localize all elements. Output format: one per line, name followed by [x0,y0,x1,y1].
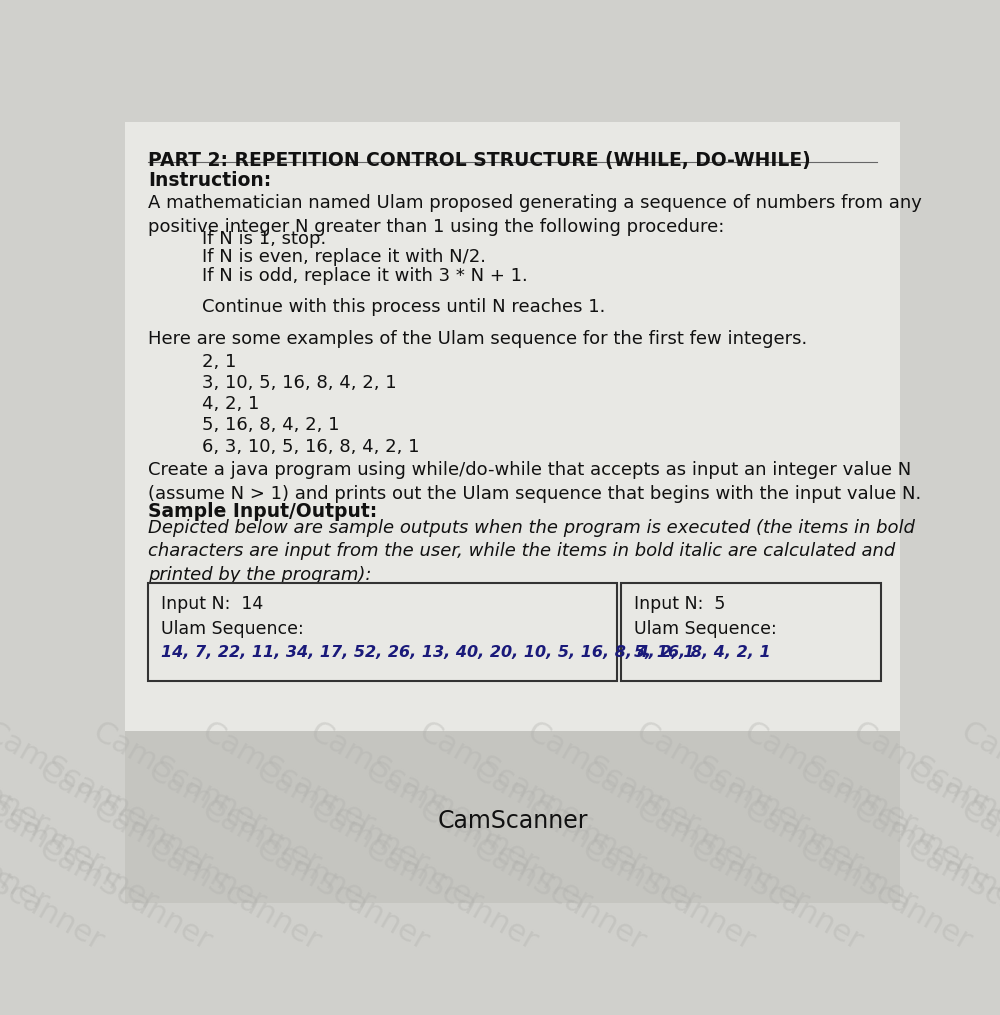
Text: 5, 16, 8, 4, 2, 1: 5, 16, 8, 4, 2, 1 [202,416,340,434]
FancyBboxPatch shape [125,732,900,903]
Text: CamScanner: CamScanner [901,834,1000,957]
Text: CamScanner: CamScanner [739,717,922,839]
Text: CamScanner: CamScanner [467,834,651,957]
Text: 3, 10, 5, 16, 8, 4, 2, 1: 3, 10, 5, 16, 8, 4, 2, 1 [202,375,397,392]
Text: CamScanner: CamScanner [630,717,813,839]
Text: CamScanner: CamScanner [901,756,1000,879]
Text: A mathematician named Ulam proposed generating a sequence of numbers from any
po: A mathematician named Ulam proposed gene… [148,195,922,236]
Text: CamScanner: CamScanner [522,795,705,918]
Text: CamScanner: CamScanner [0,834,108,957]
Text: CamScanner: CamScanner [522,717,705,839]
Text: CamScanner: CamScanner [250,756,434,879]
Text: Depicted below are sample outputs when the program is executed (the items in bol: Depicted below are sample outputs when t… [148,519,915,584]
Text: CamScanner: CamScanner [196,717,379,839]
Text: Instruction:: Instruction: [148,172,272,190]
Text: CamScanner: CamScanner [684,834,868,957]
Text: Ulam Sequence:: Ulam Sequence: [161,619,304,637]
Text: CamScanner: CamScanner [413,717,596,839]
Text: CamScanner: CamScanner [196,795,379,918]
Text: CamScanner: CamScanner [305,795,488,918]
Text: CamScanner: CamScanner [437,809,588,833]
Text: CamScanner: CamScanner [88,795,271,918]
Text: 14, 7, 22, 11, 34, 17, 52, 26, 13, 40, 20, 10, 5, 16, 8, 4, 2, 1: 14, 7, 22, 11, 34, 17, 52, 26, 13, 40, 2… [161,646,695,661]
Text: CamScanner: CamScanner [142,756,325,879]
Text: CamScanner: CamScanner [793,834,976,957]
Text: CamScanner: CamScanner [0,717,54,839]
Text: Input N:  14: Input N: 14 [161,595,264,613]
Text: If N is odd, replace it with 3 * N + 1.: If N is odd, replace it with 3 * N + 1. [202,267,528,285]
FancyBboxPatch shape [621,583,881,681]
Text: CamScanner: CamScanner [413,795,596,918]
Text: CamScanner: CamScanner [250,834,434,957]
Text: CamScanner: CamScanner [33,756,217,879]
Text: 5, 16, 8, 4, 2, 1: 5, 16, 8, 4, 2, 1 [634,646,771,661]
Text: CamScanner: CamScanner [684,756,868,879]
Text: CamScanner: CamScanner [88,717,271,839]
Text: 4, 2, 1: 4, 2, 1 [202,396,260,413]
Text: CamScanner: CamScanner [956,795,1000,918]
Text: CamScanner: CamScanner [142,834,325,957]
Text: CamScanner: CamScanner [847,717,1000,839]
Text: 6, 3, 10, 5, 16, 8, 4, 2, 1: 6, 3, 10, 5, 16, 8, 4, 2, 1 [202,437,420,456]
Text: CamScanner: CamScanner [630,795,813,918]
Text: CamScanner: CamScanner [359,756,542,879]
FancyBboxPatch shape [148,583,617,681]
Text: CamScanner: CamScanner [305,717,488,839]
Text: CamScanner: CamScanner [0,717,162,839]
Text: Here are some examples of the Ulam sequence for the first few integers.: Here are some examples of the Ulam seque… [148,330,808,348]
Text: CamScanner: CamScanner [467,756,651,879]
Text: CamScanner: CamScanner [0,795,162,918]
Text: If N is even, replace it with N/2.: If N is even, replace it with N/2. [202,249,486,266]
Text: CamScanner: CamScanner [576,834,759,957]
Text: CamScanner: CamScanner [956,717,1000,839]
Text: Create a java program using while/do-while that accepts as input an integer valu: Create a java program using while/do-whi… [148,461,922,502]
Text: CamScanner: CamScanner [739,795,922,918]
Text: Continue with this process until N reaches 1.: Continue with this process until N reach… [202,298,606,317]
Text: 2, 1: 2, 1 [202,353,237,371]
Text: Input N:  5: Input N: 5 [634,595,726,613]
Text: CamScanner: CamScanner [847,795,1000,918]
Text: PART 2: REPETITION CONTROL STRUCTURE (WHILE, DO-WHILE): PART 2: REPETITION CONTROL STRUCTURE (WH… [148,151,811,171]
Text: CamScanner: CamScanner [359,834,542,957]
Text: CamScanner: CamScanner [793,756,976,879]
Text: If N is 1, stop.: If N is 1, stop. [202,229,327,248]
Text: CamScanner: CamScanner [0,756,108,879]
Text: CamScanner: CamScanner [576,756,759,879]
Text: Sample Input/Output:: Sample Input/Output: [148,501,378,521]
Text: CamScanner: CamScanner [33,834,217,957]
Text: CamScanner: CamScanner [0,795,54,918]
FancyBboxPatch shape [125,122,900,732]
Text: Ulam Sequence:: Ulam Sequence: [634,619,777,637]
